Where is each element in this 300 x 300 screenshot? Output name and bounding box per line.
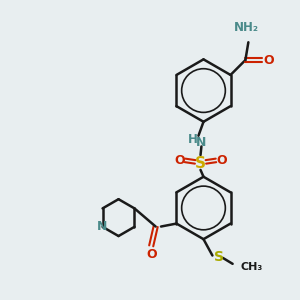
Text: N: N: [196, 136, 207, 149]
Text: CH₃: CH₃: [241, 262, 263, 272]
Text: H: H: [188, 133, 198, 146]
Text: S: S: [214, 250, 224, 264]
Text: O: O: [216, 154, 226, 167]
Text: O: O: [263, 54, 274, 67]
Text: O: O: [146, 248, 157, 261]
Text: NH₂: NH₂: [234, 21, 260, 34]
Text: O: O: [174, 154, 185, 167]
Text: N: N: [97, 220, 107, 233]
Text: S: S: [195, 156, 206, 171]
